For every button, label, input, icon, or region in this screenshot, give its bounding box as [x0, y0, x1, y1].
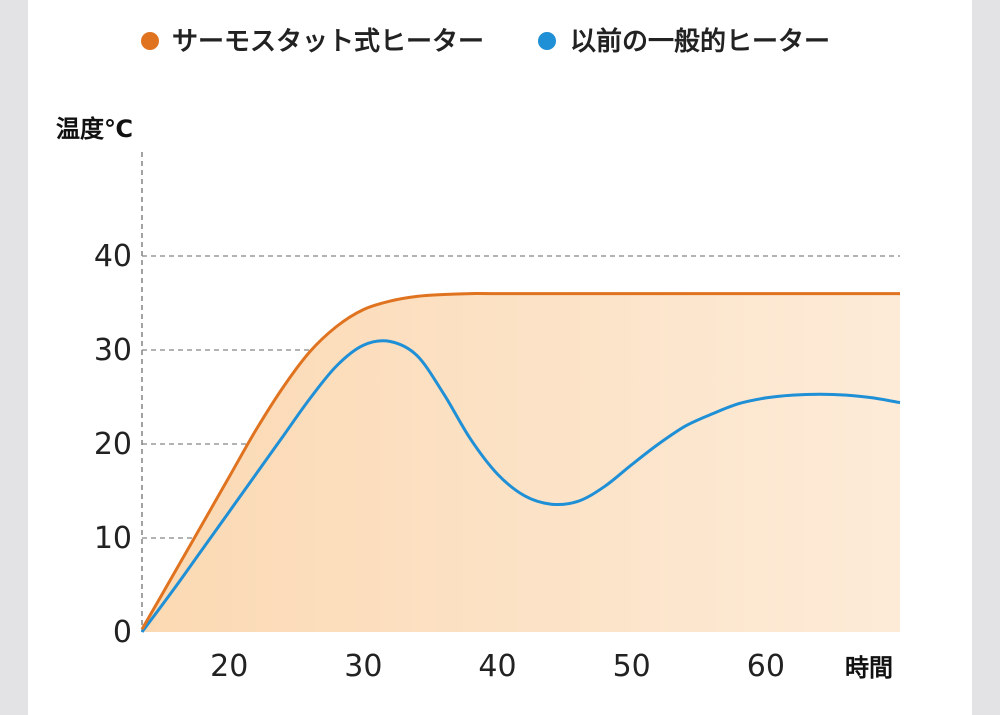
x-tick-label: 20 [210, 649, 248, 684]
y-tick-label: 10 [94, 521, 132, 556]
series-area-thermostat [142, 293, 900, 632]
x-tick-label: 50 [613, 649, 651, 684]
legend-label-conventional: 以前の一般的ヒーター [570, 26, 830, 57]
y-tick-label: 20 [94, 427, 132, 462]
legend-marker-thermostat [141, 32, 159, 50]
x-axis-title: 時間 [845, 654, 893, 682]
y-tick-label: 30 [94, 333, 132, 368]
x-tick-label: 30 [344, 649, 382, 684]
x-tick-label: 40 [478, 649, 516, 684]
legend-marker-conventional [538, 32, 556, 50]
y-tick-label: 40 [94, 239, 132, 274]
x-tick-label: 60 [747, 649, 785, 684]
legend-label-thermostat: サーモスタット式ヒーター [172, 27, 484, 57]
legend: サーモスタット式ヒーター 以前の一般的ヒーター [141, 26, 830, 57]
x-tick-labels: 20 30 40 50 60 [210, 649, 785, 684]
y-tick-labels: 0 10 20 30 40 [94, 239, 132, 650]
series-line-conventional [140, 339, 901, 633]
series-line-thermostat [140, 292, 900, 630]
y-tick-label: 0 [113, 615, 132, 650]
y-axis-title: 温度℃ [56, 115, 133, 143]
